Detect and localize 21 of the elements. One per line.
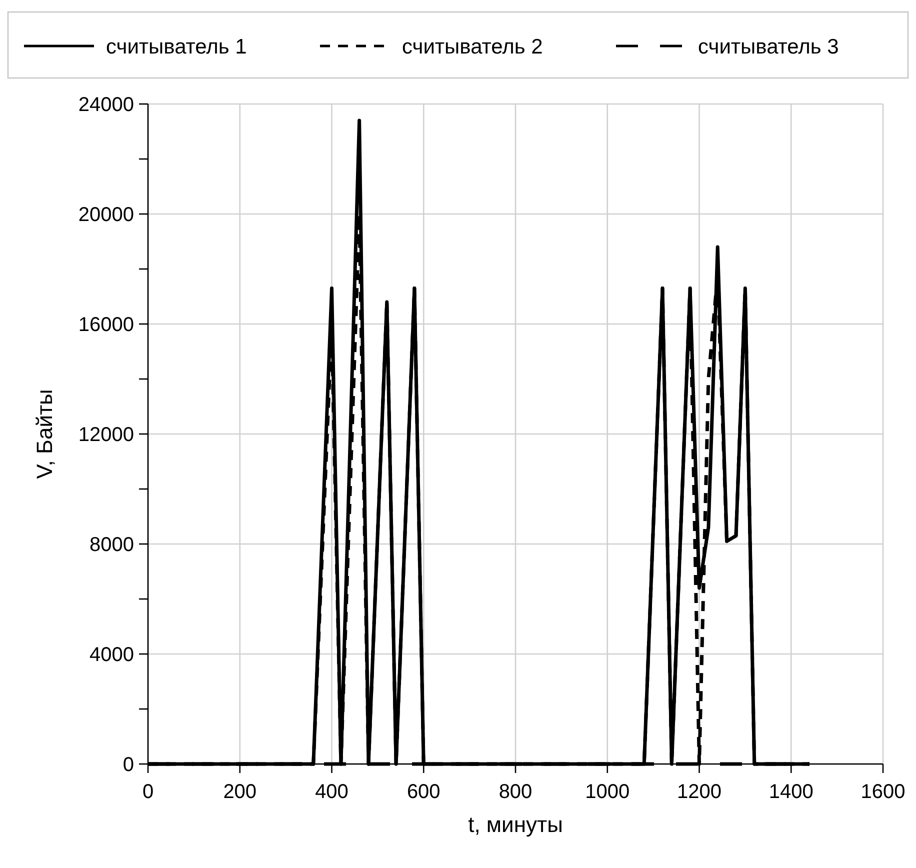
x-tick-label: 1000 xyxy=(585,781,630,803)
x-tick-label: 200 xyxy=(223,781,257,803)
x-tick-label: 0 xyxy=(142,781,154,803)
x-tick-label: 400 xyxy=(315,781,348,803)
x-tick-label: 1200 xyxy=(677,781,722,803)
y-tick-label: 20000 xyxy=(78,204,134,226)
legend-label: считыватель 1 xyxy=(106,35,247,58)
x-axis-title: t, минуты xyxy=(468,812,563,837)
y-tick-label: 0 xyxy=(122,754,134,776)
y-tick-label: 24000 xyxy=(78,94,134,116)
y-axis-title: V, Байты xyxy=(32,389,57,479)
x-tick-label: 600 xyxy=(406,781,440,803)
x-tick-label: 1400 xyxy=(768,781,814,803)
y-tick-label: 12000 xyxy=(78,424,134,446)
legend-label: считыватель 2 xyxy=(402,35,543,58)
x-tick-label: 800 xyxy=(498,781,532,803)
y-tick-label: 16000 xyxy=(78,314,134,336)
y-tick-label: 8000 xyxy=(90,534,134,556)
legend-label: считыватель 3 xyxy=(698,35,839,58)
y-tick-label: 4000 xyxy=(90,644,134,666)
x-tick-label: 1600 xyxy=(860,781,906,803)
